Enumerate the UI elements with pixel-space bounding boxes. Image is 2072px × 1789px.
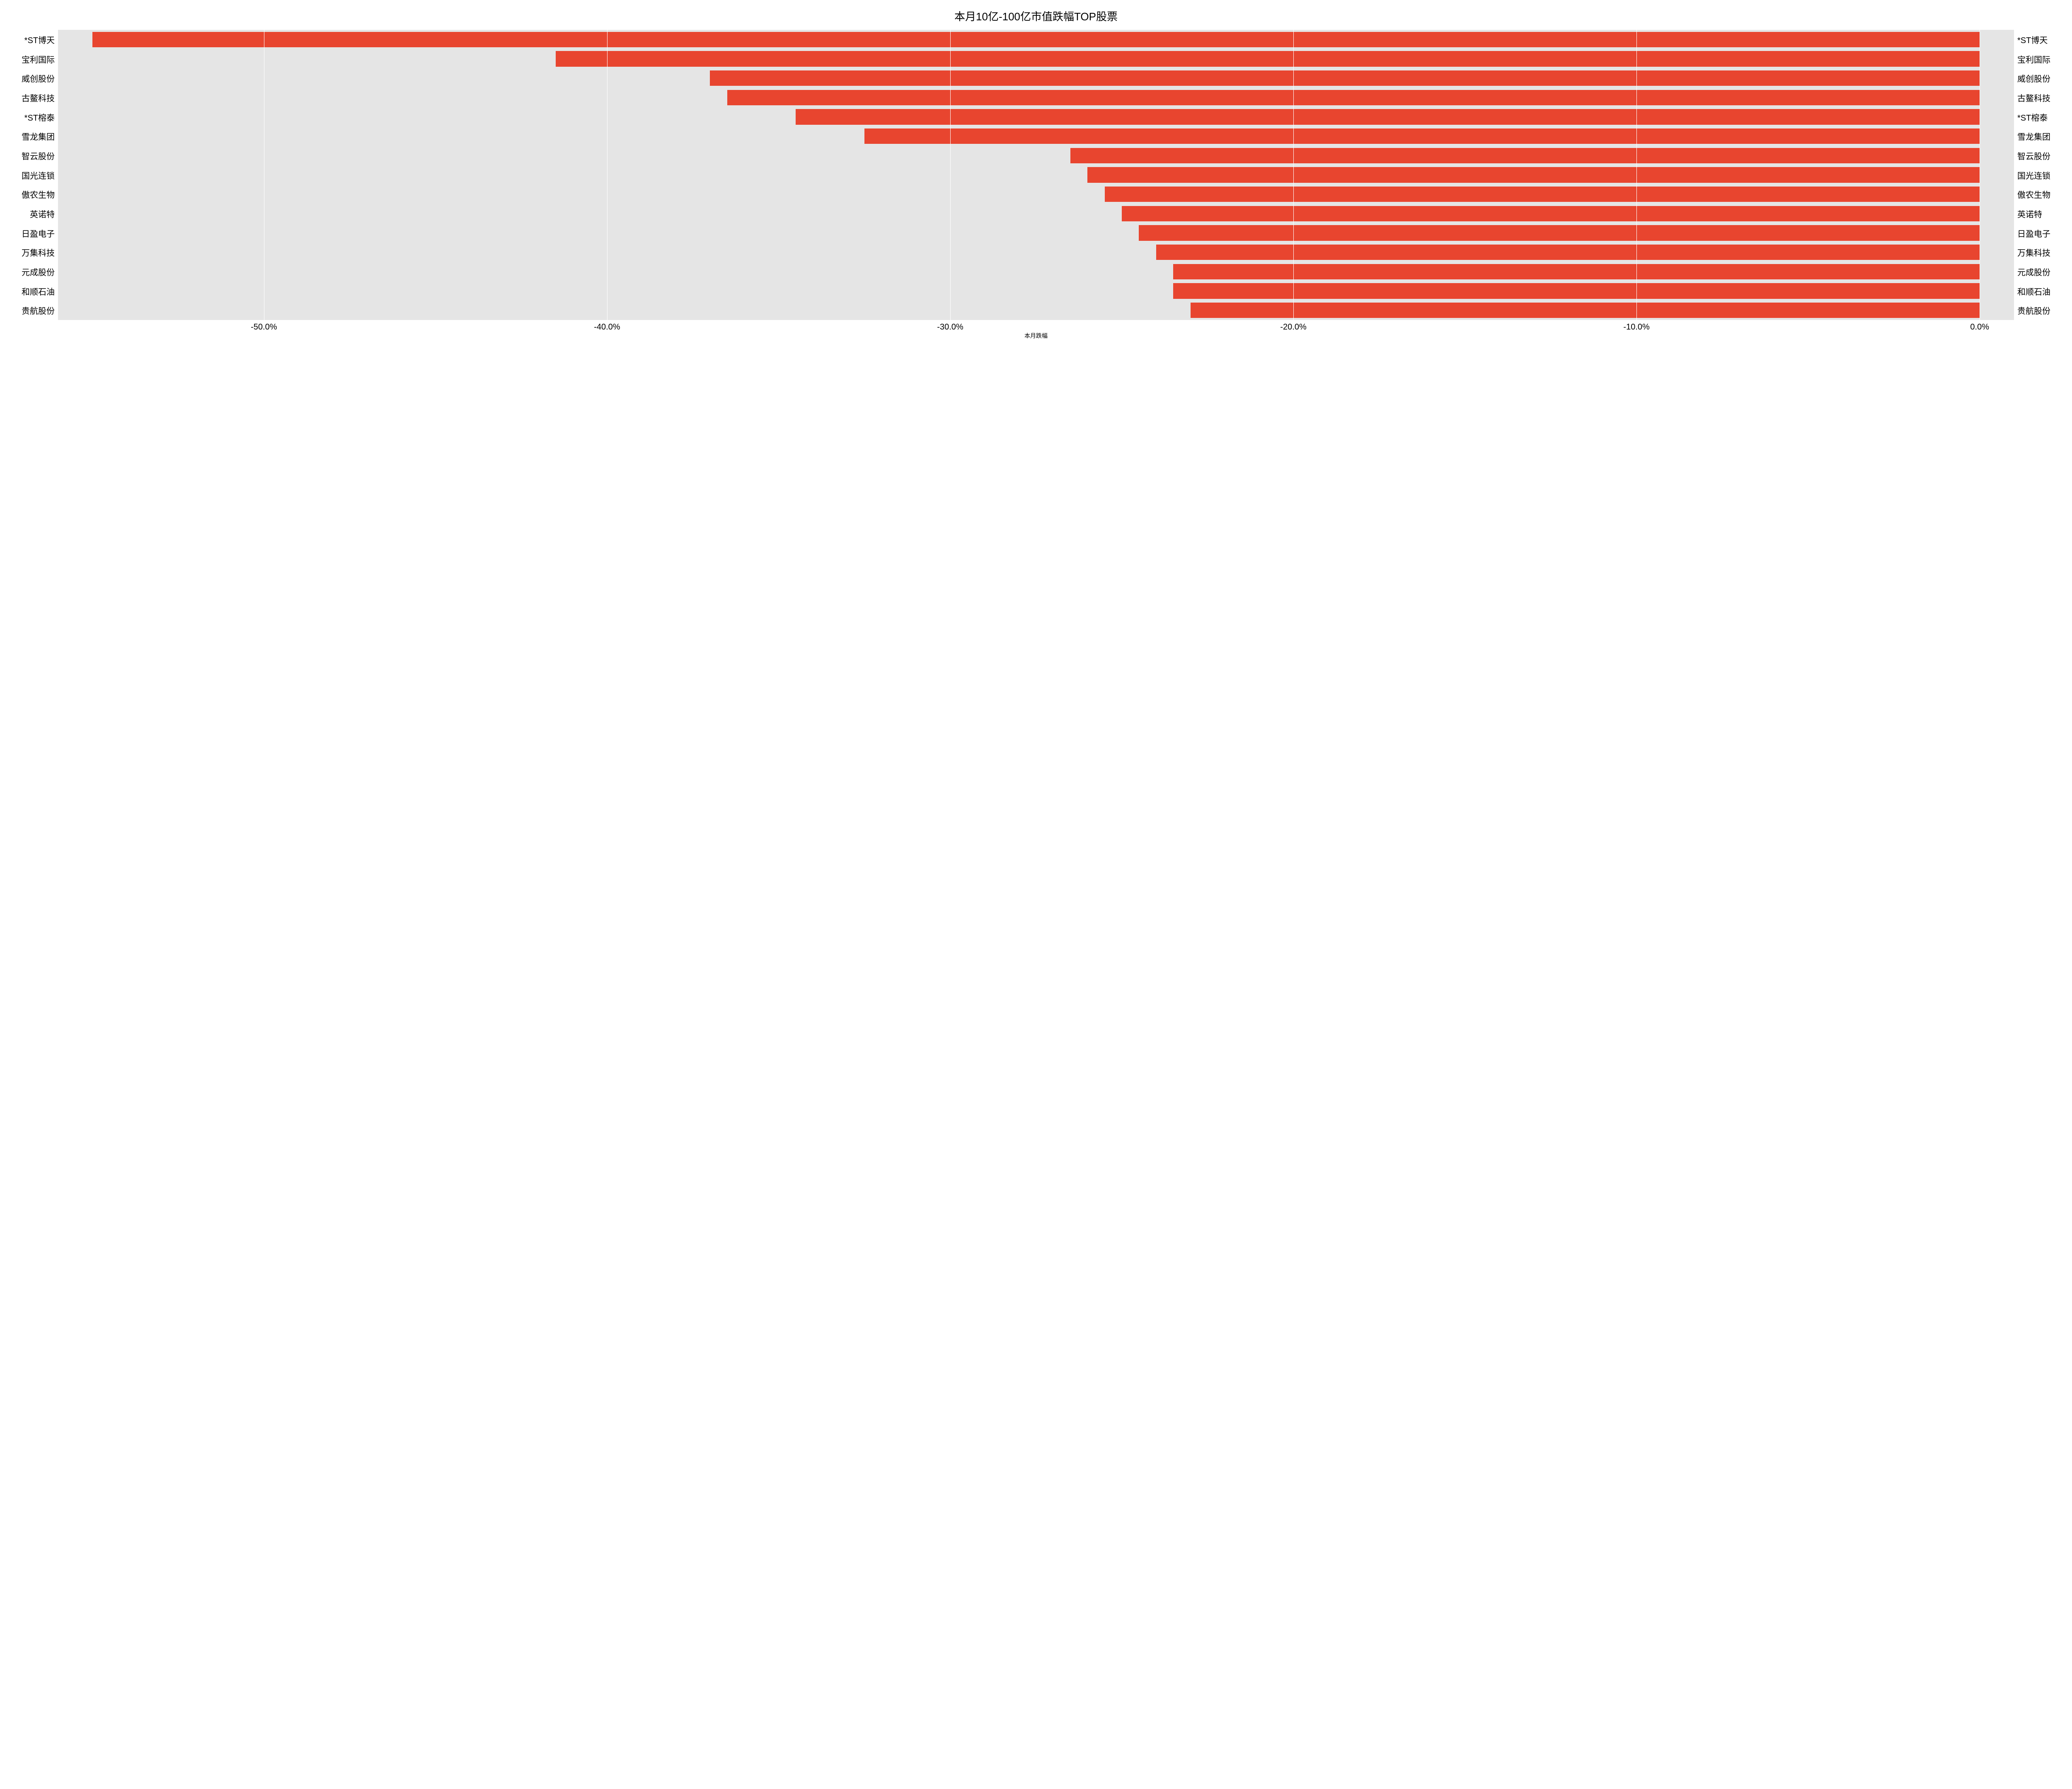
bar	[1122, 206, 1980, 221]
y-tick-label-left: 智云股份	[8, 146, 58, 165]
x-label-spacer-left	[8, 332, 58, 340]
y-tick-label-left: 贵航股份	[8, 301, 58, 320]
bar	[1173, 264, 1980, 279]
y-tick-label-right: 日盈电子	[2014, 223, 2064, 243]
bar	[727, 90, 1980, 105]
y-tick-label-left: 威创股份	[8, 68, 58, 88]
y-tick-label-right: 古鳌科技	[2014, 88, 2064, 107]
y-tick-label-right: *ST博天	[2014, 30, 2064, 49]
y-tick-label-right: *ST榕泰	[2014, 107, 2064, 127]
y-tick-label-left: 雪龙集团	[8, 126, 58, 146]
y-tick-label-right: 威创股份	[2014, 68, 2064, 88]
x-tick-label: -40.0%	[594, 322, 620, 332]
y-tick-label-right: 宝利国际	[2014, 49, 2064, 69]
bar-slot	[58, 262, 2014, 281]
y-axis-labels-right: *ST博天宝利国际威创股份古鳌科技*ST榕泰雪龙集团智云股份国光连锁傲农生物英诺…	[2014, 30, 2064, 320]
x-label-spacer-right	[2014, 332, 2064, 340]
x-axis-label: 本月跌幅	[58, 332, 2014, 340]
y-tick-label-left: 古鳌科技	[8, 88, 58, 107]
bar-slot	[58, 30, 2014, 49]
bar-slot	[58, 88, 2014, 107]
chart-title: 本月10亿-100亿市值跌幅TOP股票	[8, 8, 2064, 24]
y-tick-label-left: 英诺特	[8, 204, 58, 223]
bar-slot	[58, 146, 2014, 165]
bar	[710, 70, 1980, 86]
y-tick-label-right: 英诺特	[2014, 204, 2064, 223]
bar	[1105, 187, 1980, 202]
bar	[1191, 303, 1980, 318]
grid-line	[1293, 30, 1294, 320]
chart-container: 本月10亿-100亿市值跌幅TOP股票 *ST博天宝利国际威创股份古鳌科技*ST…	[0, 0, 2072, 348]
x-tick-label: 0.0%	[1970, 322, 1989, 332]
bar	[1087, 167, 1980, 182]
bar-slot	[58, 301, 2014, 320]
y-tick-label-right: 傲农生物	[2014, 184, 2064, 204]
x-tick-label: -10.0%	[1623, 322, 1649, 332]
bar-slot	[58, 281, 2014, 301]
x-tick-label: -50.0%	[251, 322, 277, 332]
y-axis-labels-left: *ST博天宝利国际威创股份古鳌科技*ST榕泰雪龙集团智云股份国光连锁傲农生物英诺…	[8, 30, 58, 320]
bar-slot	[58, 68, 2014, 88]
bar	[1156, 245, 1980, 260]
bar	[864, 128, 1980, 144]
y-tick-label-left: 元成股份	[8, 262, 58, 281]
y-tick-label-left: *ST博天	[8, 30, 58, 49]
bar	[556, 51, 1980, 66]
bar	[796, 109, 1980, 124]
y-tick-label-left: 傲农生物	[8, 184, 58, 204]
x-axis-row: -50.0% -40.0% -30.0% -20.0% -10.0% 0.0%	[8, 320, 2064, 332]
plot-row: *ST博天宝利国际威创股份古鳌科技*ST榕泰雪龙集团智云股份国光连锁傲农生物英诺…	[8, 30, 2064, 320]
y-tick-label-right: 万集科技	[2014, 242, 2064, 262]
x-tick-label: -30.0%	[937, 322, 963, 332]
y-tick-label-left: 国光连锁	[8, 165, 58, 185]
grid-line	[607, 30, 608, 320]
y-tick-label-left: 宝利国际	[8, 49, 58, 69]
plot-area	[58, 30, 2014, 320]
bar-slot	[58, 49, 2014, 69]
grid-line	[1636, 30, 1637, 320]
y-tick-label-right: 贵航股份	[2014, 301, 2064, 320]
bars-layer	[58, 30, 2014, 320]
x-axis-spacer-left	[8, 320, 58, 332]
bar-slot	[58, 107, 2014, 127]
bar-slot	[58, 165, 2014, 185]
x-axis: -50.0% -40.0% -30.0% -20.0% -10.0% 0.0%	[58, 320, 2014, 332]
plot-wrap: *ST博天宝利国际威创股份古鳌科技*ST榕泰雪龙集团智云股份国光连锁傲农生物英诺…	[8, 30, 2064, 340]
y-tick-label-right: 和顺石油	[2014, 281, 2064, 301]
bar	[1070, 148, 1980, 163]
y-tick-label-right: 雪龙集团	[2014, 126, 2064, 146]
y-tick-label-right: 智云股份	[2014, 146, 2064, 165]
bar	[1139, 225, 1980, 240]
y-tick-label-left: *ST榕泰	[8, 107, 58, 127]
y-tick-label-left: 万集科技	[8, 242, 58, 262]
bar-slot	[58, 204, 2014, 223]
bar-slot	[58, 126, 2014, 146]
bar-slot	[58, 242, 2014, 262]
y-tick-label-left: 和顺石油	[8, 281, 58, 301]
bar-slot	[58, 223, 2014, 243]
x-tick-label: -20.0%	[1280, 322, 1306, 332]
x-axis-spacer-right	[2014, 320, 2064, 332]
y-tick-label-right: 国光连锁	[2014, 165, 2064, 185]
bar	[92, 32, 1980, 47]
y-tick-label-left: 日盈电子	[8, 223, 58, 243]
y-tick-label-right: 元成股份	[2014, 262, 2064, 281]
bar	[1173, 283, 1980, 298]
bar-slot	[58, 184, 2014, 204]
grid-line	[950, 30, 951, 320]
x-label-row: 本月跌幅	[8, 332, 2064, 340]
